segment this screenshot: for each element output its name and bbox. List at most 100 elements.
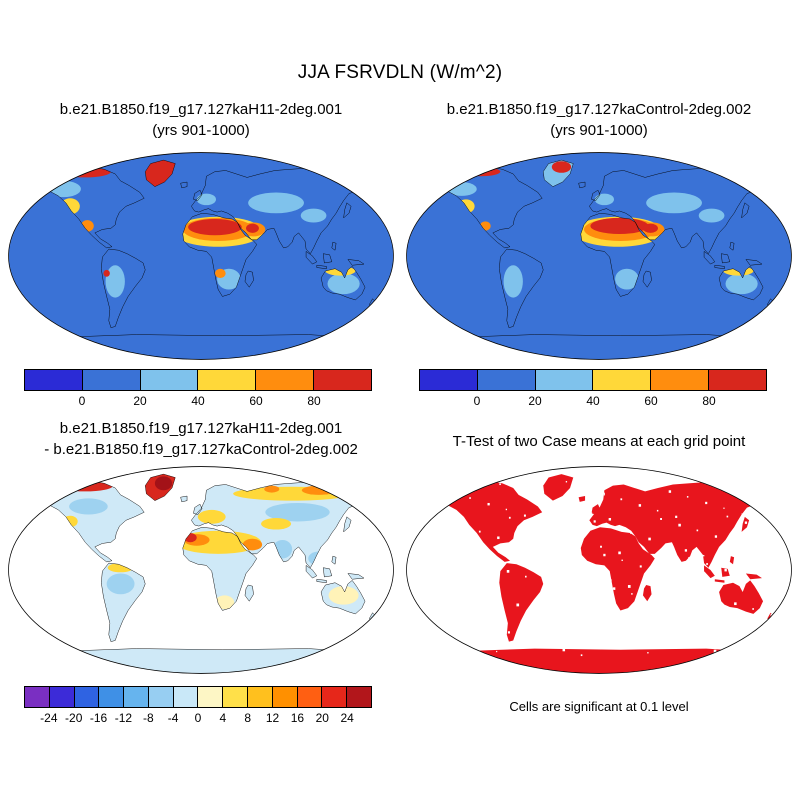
britain-landmass	[193, 504, 203, 515]
map-area	[8, 466, 394, 674]
nonsignificant-cell	[771, 499, 774, 502]
colorbar-tick-label: -12	[114, 711, 133, 725]
northamerica-coastline	[20, 479, 145, 563]
world-map-svg	[406, 152, 792, 360]
colorbar-tick-label: 80	[307, 394, 321, 408]
nonsignificant-cell	[735, 487, 738, 491]
colorbar-tick-label: 40	[191, 394, 205, 408]
sumatra-coastline	[305, 250, 318, 265]
colorbar-cells	[419, 369, 767, 391]
colorbar-cell	[25, 687, 50, 707]
case-name-h11: b.e21.B1850.f19_g17.127kaH11-2deg.001	[59, 101, 343, 118]
colorbar-tick-label: 8	[244, 711, 252, 725]
newguinea-coastline	[347, 573, 365, 580]
overlay-red	[188, 219, 242, 236]
nonsignificant-cell	[675, 515, 678, 518]
overlay-sky_blue2	[265, 502, 330, 522]
colorbar-cell	[248, 687, 273, 707]
overlay-red	[551, 161, 572, 173]
overlay-red	[331, 483, 349, 491]
nonsignificant-cell	[686, 496, 689, 498]
southamerica-coastline	[101, 248, 146, 328]
borneo-landmass	[323, 567, 332, 577]
colorbar-cell	[25, 370, 83, 390]
nonsignificant-cell	[706, 563, 708, 565]
australia-coastline	[320, 266, 366, 301]
borneo-landmass	[721, 567, 730, 577]
australia-coastline	[320, 580, 366, 615]
sumatra-landmass	[704, 251, 715, 265]
map-outline	[8, 152, 394, 360]
map-outline	[406, 466, 792, 674]
nonsignificant-cell	[499, 483, 501, 486]
greenland-coastline	[145, 473, 176, 501]
colorbar-tick-label: -4	[167, 711, 179, 725]
colorbar-cell	[49, 687, 75, 707]
nonsignificant-cell	[705, 501, 708, 505]
overlay-yellow	[197, 509, 226, 524]
nonsignificant-cell	[469, 497, 471, 499]
nonsignificant-cell	[507, 631, 510, 634]
nonsignificant-cell	[726, 515, 729, 518]
nonsignificant-cell	[734, 602, 737, 606]
nonsignificant-cell	[724, 568, 727, 572]
world-map-svg	[8, 152, 394, 360]
overlay-light_blue	[594, 193, 615, 206]
colorbar-tick-labels: -24 -20 -16 -12 -8 -4 0 4 8 12 16 20 24	[24, 708, 372, 726]
nonsignificant-cell	[603, 553, 606, 557]
colorbar-tick-label: 16	[290, 711, 305, 725]
greenland-landmass	[543, 474, 574, 501]
overlay-light_blue	[300, 208, 327, 223]
overlay-orange	[214, 268, 226, 278]
japan-coastline	[343, 516, 352, 533]
borneo-landmass	[721, 253, 730, 263]
nonsignificant-cell	[713, 649, 717, 653]
colorbar-cell	[272, 687, 298, 707]
java-coastline	[316, 264, 327, 269]
colorbar-tick-label: 20	[528, 394, 542, 408]
nonsignificant-cell	[656, 509, 659, 512]
nonsignificant-cell	[447, 483, 450, 486]
map-outline	[406, 152, 792, 360]
panel-title-top-right: b.e21.B1850.f19_g17.127kaControl-2deg.00…	[406, 99, 792, 141]
nonsignificant-cell	[781, 533, 784, 536]
greenland-coastline	[543, 159, 574, 187]
world-map-svg	[8, 466, 394, 674]
significance-caption: Cells are significant at 0.1 level	[509, 699, 689, 714]
colorbar-cell	[140, 370, 199, 390]
newguinea-coastline	[347, 259, 365, 266]
britain-landmass	[193, 190, 203, 201]
continents	[418, 474, 784, 674]
years-range: (yrs 901-1000)	[550, 122, 648, 139]
overlay-orange	[264, 485, 280, 493]
nonsignificant-cell	[714, 535, 718, 538]
madagascar-landmass	[244, 271, 254, 288]
overlay-light_blue	[646, 192, 702, 214]
overlay-light_blue	[105, 265, 125, 298]
nonsignificant-cell	[441, 633, 444, 637]
nonsignificant-cell	[621, 559, 623, 562]
nonsignificant-cell	[731, 479, 734, 482]
colorbar-cells	[24, 686, 372, 708]
overlay-light_blue	[248, 192, 304, 214]
japan-landmass	[741, 202, 750, 218]
nonsignificant-cell	[523, 514, 526, 517]
colorbar-tick-label: 0	[78, 394, 86, 408]
nonsignificant-cell	[451, 491, 454, 495]
colorbar-tick-label: 60	[249, 394, 263, 408]
newguinea-landmass	[745, 259, 762, 266]
overlay-light_blue	[503, 265, 523, 298]
colorbar-cell	[99, 687, 125, 707]
colorbar-tick-label: 80	[702, 394, 716, 408]
japan-landmass	[741, 516, 750, 532]
nonsignificant-cell	[668, 490, 672, 493]
nonsignificant-cell	[508, 516, 511, 519]
colorbar-tick-label: 60	[644, 394, 658, 408]
colorbar-top-right: 0 20 40 60 80	[419, 369, 767, 409]
overlay-light_blue	[196, 193, 217, 206]
colorbar-cell	[223, 687, 249, 707]
africa-landmass	[580, 527, 655, 611]
britain-coastline	[193, 503, 203, 515]
overlay-yellow	[30, 492, 50, 502]
